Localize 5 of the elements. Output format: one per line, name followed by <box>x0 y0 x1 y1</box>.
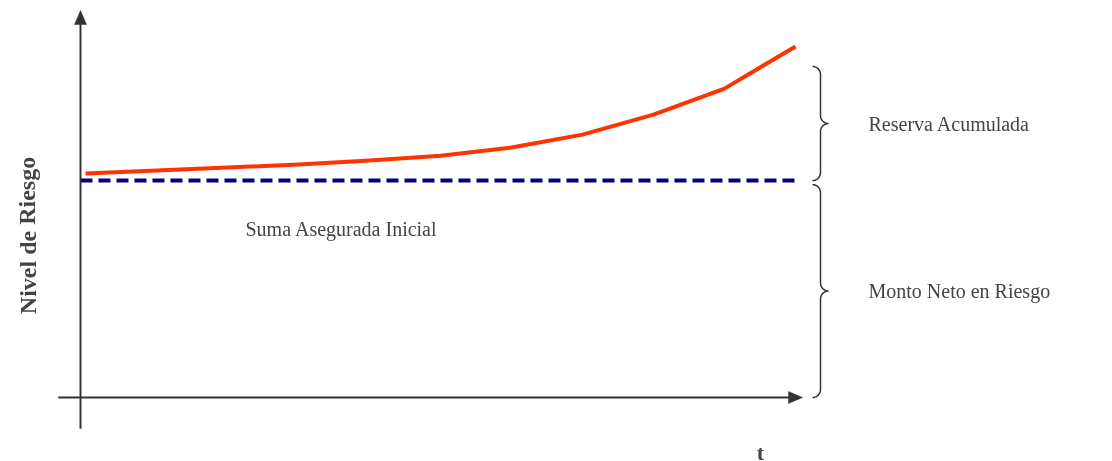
ref-line-label: Suma Asegurada Inicial <box>245 217 437 241</box>
text: Monto Neto en Riesgo <box>868 280 1051 304</box>
x-axis-title: t <box>756 440 765 461</box>
text: Reserva Acumulada <box>868 112 1030 135</box>
y-axis-title: Nivel de Riesgo <box>14 156 41 315</box>
